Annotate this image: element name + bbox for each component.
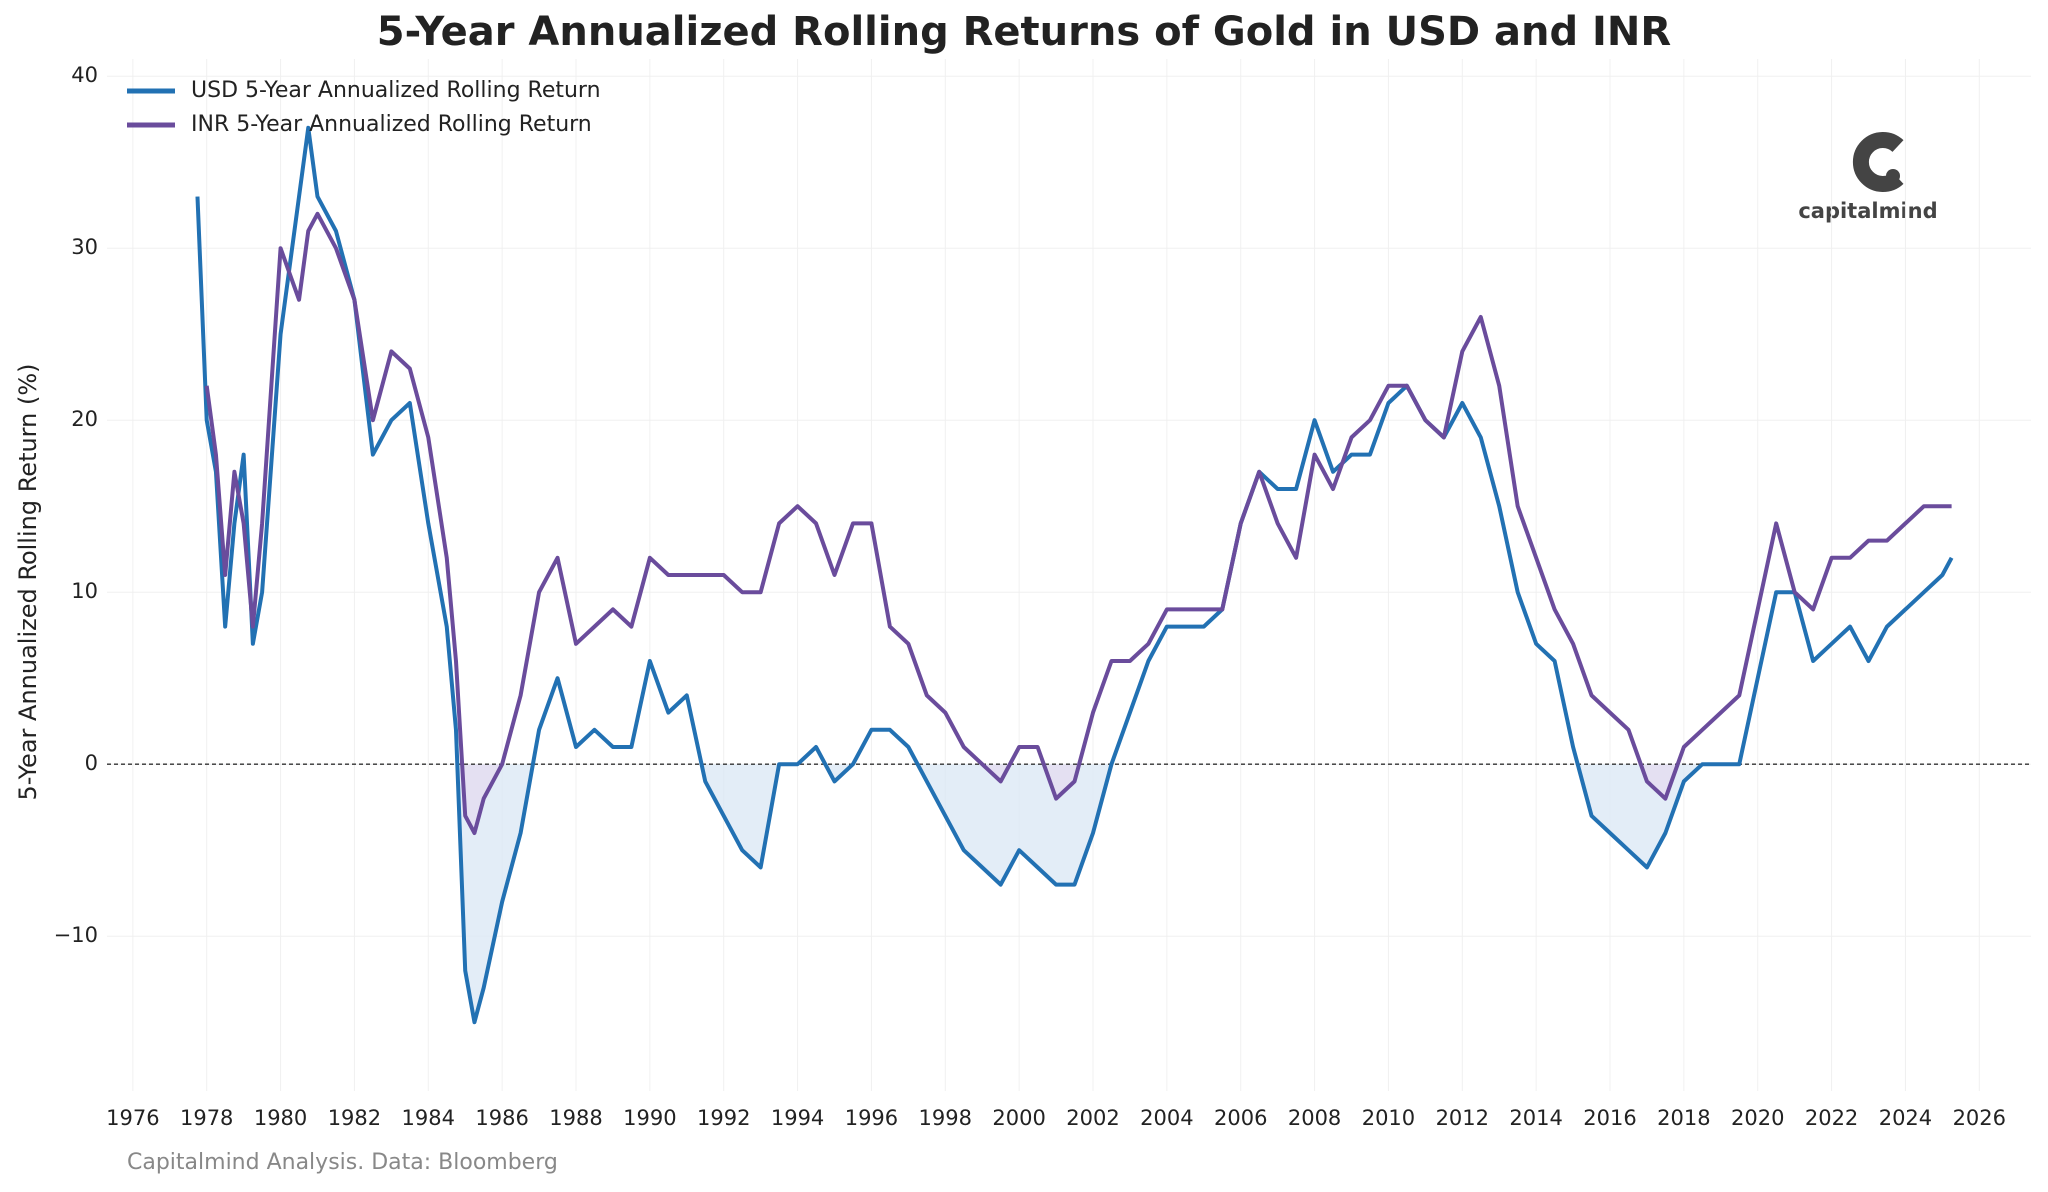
x-tick-label: 2022: [1805, 1106, 1858, 1130]
x-tick-label: 2018: [1657, 1106, 1710, 1130]
series-line: [204, 211, 1952, 835]
x-tick-label: 2000: [992, 1106, 1045, 1130]
x-tick-label: 2020: [1731, 1106, 1784, 1130]
source-note: Capitalmind Analysis. Data: Bloomberg: [127, 1150, 558, 1175]
negative-area: [457, 764, 1703, 1023]
negative-area: [462, 764, 1678, 833]
logo-mark: [1852, 132, 1904, 192]
x-tick-label: 1996: [845, 1106, 898, 1130]
logo: capitalmind: [1798, 132, 1938, 223]
x-tick-label: 2024: [1879, 1106, 1932, 1130]
x-tick-label: 1978: [180, 1106, 233, 1130]
y-tick-label: 10: [71, 579, 98, 603]
y-tick-label: 20: [71, 407, 98, 431]
x-tick-label: 2016: [1583, 1106, 1636, 1130]
x-tick-label: 1982: [328, 1106, 381, 1130]
chart-title: 5-Year Annualized Rolling Returns of Gol…: [377, 9, 1671, 55]
legend-label: INR 5-Year Annualized Rolling Return: [191, 112, 592, 137]
y-tick-label: −10: [54, 923, 98, 947]
y-tick-label: 30: [71, 235, 98, 259]
x-tick-label: 1992: [697, 1106, 750, 1130]
x-tick-label: 1994: [771, 1106, 824, 1130]
x-tick-label: 1988: [549, 1106, 602, 1130]
y-axis-label: 5-Year Annualized Rolling Return (%): [14, 363, 42, 800]
x-tick-label: 2010: [1362, 1106, 1415, 1130]
y-tick-label: 0: [85, 751, 98, 775]
series-line: [195, 125, 1954, 1025]
logo-text: capitalmind: [1798, 199, 1937, 223]
x-tick-label: 2006: [1214, 1106, 1267, 1130]
y-tick-label: 40: [71, 63, 98, 87]
x-tick-label: 2026: [1953, 1106, 2006, 1130]
x-tick-label: 1980: [254, 1106, 307, 1130]
x-tick-label: 1976: [106, 1106, 159, 1130]
x-tick-label: 1984: [402, 1106, 455, 1130]
x-tick-label: 2012: [1436, 1106, 1489, 1130]
x-tick-label: 2014: [1509, 1106, 1562, 1130]
x-tick-label: 1998: [919, 1106, 972, 1130]
x-tick-label: 1990: [623, 1106, 676, 1130]
x-tick-label: 1986: [475, 1106, 528, 1130]
x-tick-label: 2004: [1140, 1106, 1193, 1130]
x-tick-label: 2002: [1066, 1106, 1119, 1130]
x-tick-label: 2008: [1288, 1106, 1341, 1130]
legend-label: USD 5-Year Annualized Rolling Return: [191, 78, 601, 103]
logo-dot: [1886, 169, 1900, 183]
